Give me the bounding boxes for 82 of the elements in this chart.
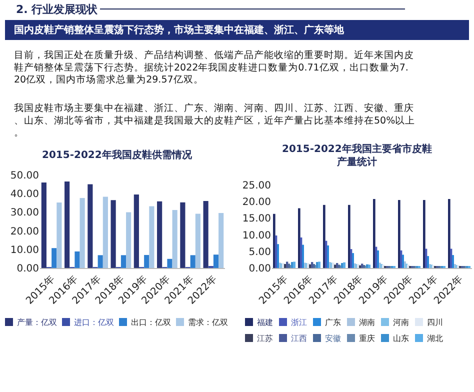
legend-label: 安徽 bbox=[325, 334, 341, 343]
bar bbox=[180, 202, 186, 268]
bar bbox=[325, 240, 328, 268]
bar bbox=[400, 250, 402, 268]
bar bbox=[110, 200, 116, 268]
text: 目前，我国正处在质量升级、产品结构调整、低端产品产能收缩的重要时期。近年来国内皮鞋产销整体呈震荡下行态势。据统计2022年我国皮鞋进口数量为0.71亿双，出口数量为7.20亿双，国内市场需求总量为29.57亿双。 bbox=[14, 49, 414, 86]
legend-label: 四川 bbox=[427, 318, 443, 327]
y-tick-label: 10.00 bbox=[242, 230, 271, 242]
legend-label: 出口：亿双 bbox=[131, 318, 171, 327]
bar bbox=[157, 201, 162, 268]
chart-title: 2015-2022年我国皮鞋供需情况 bbox=[42, 149, 193, 161]
bar bbox=[348, 204, 350, 268]
bar bbox=[213, 254, 219, 268]
y-tick-label: 5.00 bbox=[248, 246, 271, 258]
bar bbox=[302, 244, 304, 268]
bar bbox=[120, 255, 126, 268]
y-tick-label: 0.00 bbox=[248, 264, 271, 274]
bar bbox=[56, 202, 62, 268]
y-tick-label: 10.00 bbox=[10, 244, 39, 256]
bar bbox=[88, 184, 93, 268]
bar bbox=[102, 196, 108, 268]
bar bbox=[298, 208, 300, 268]
y-tick-label: 20.00 bbox=[242, 197, 271, 208]
bar bbox=[402, 254, 404, 268]
bar bbox=[327, 245, 329, 268]
bar bbox=[398, 200, 400, 268]
legend-label: 河南 bbox=[393, 318, 409, 327]
bar bbox=[41, 182, 46, 268]
bar bbox=[98, 255, 103, 268]
bar bbox=[350, 249, 352, 268]
y-tick-label: 50.00 bbox=[10, 170, 39, 182]
y-tick-label: 20.00 bbox=[10, 226, 39, 238]
bar bbox=[134, 194, 139, 268]
y-tick-label: 0.00 bbox=[16, 264, 39, 274]
bar bbox=[52, 248, 57, 268]
bar bbox=[80, 198, 85, 268]
bar bbox=[167, 258, 172, 268]
bar bbox=[277, 244, 279, 268]
bar bbox=[64, 182, 70, 268]
bar bbox=[427, 256, 429, 268]
bar bbox=[300, 237, 302, 268]
bar bbox=[323, 204, 326, 268]
bar bbox=[450, 248, 452, 268]
bar bbox=[352, 253, 354, 268]
bar bbox=[195, 214, 200, 268]
bar bbox=[377, 250, 379, 268]
legend-label: 江西 bbox=[291, 334, 307, 343]
legend-label: 山东 bbox=[393, 334, 409, 343]
bar bbox=[218, 213, 224, 268]
legend-label: 重庆 bbox=[359, 334, 375, 343]
text: 福建 bbox=[257, 318, 273, 327]
text: 我国皮鞋市场主要集中在福建、浙江、广东、湖南、河南、四川、江苏、江西、安徽、重庆、山东、湖北等省市，其中福建是我国最大的皮鞋产区，近年产量占比基本维持在50%以上。 bbox=[14, 102, 416, 139]
text: 国内皮鞋产销整体呈震荡下行态势，市场主要集中在福建、浙江、广东等地 bbox=[14, 24, 345, 36]
legend-label: 需求：亿双 bbox=[188, 318, 228, 327]
legend-label: 进口：亿双 bbox=[74, 318, 114, 327]
legend-label: 产量：亿双 bbox=[17, 318, 57, 327]
bar bbox=[452, 255, 454, 268]
bar bbox=[425, 248, 428, 268]
bar bbox=[448, 198, 450, 268]
bar bbox=[203, 201, 208, 268]
legend-label: 湖北 bbox=[427, 334, 443, 343]
chart-title: 2015-2022年我国主要省市皮鞋产量统计 bbox=[282, 143, 432, 168]
bar bbox=[74, 251, 80, 268]
bar bbox=[149, 206, 154, 268]
legend-label: 广东 bbox=[325, 318, 341, 327]
bar bbox=[273, 214, 276, 268]
bar bbox=[275, 235, 278, 268]
bar bbox=[190, 255, 196, 268]
y-tick-label: 15.00 bbox=[242, 214, 271, 225]
bar bbox=[375, 246, 378, 268]
y-tick-label: 25.00 bbox=[242, 180, 271, 192]
text: 2. 行业发展现状 bbox=[16, 3, 99, 16]
bar bbox=[144, 254, 150, 268]
y-tick-label: 40.00 bbox=[10, 189, 39, 200]
legend-label: 湖南 bbox=[359, 318, 375, 327]
bar bbox=[373, 198, 376, 268]
bar bbox=[423, 200, 426, 268]
bar bbox=[172, 210, 178, 268]
y-tick-label: 30.00 bbox=[10, 208, 39, 219]
text: 浙江 bbox=[291, 318, 307, 327]
bar bbox=[126, 212, 132, 268]
legend-label: 江苏 bbox=[257, 334, 273, 343]
